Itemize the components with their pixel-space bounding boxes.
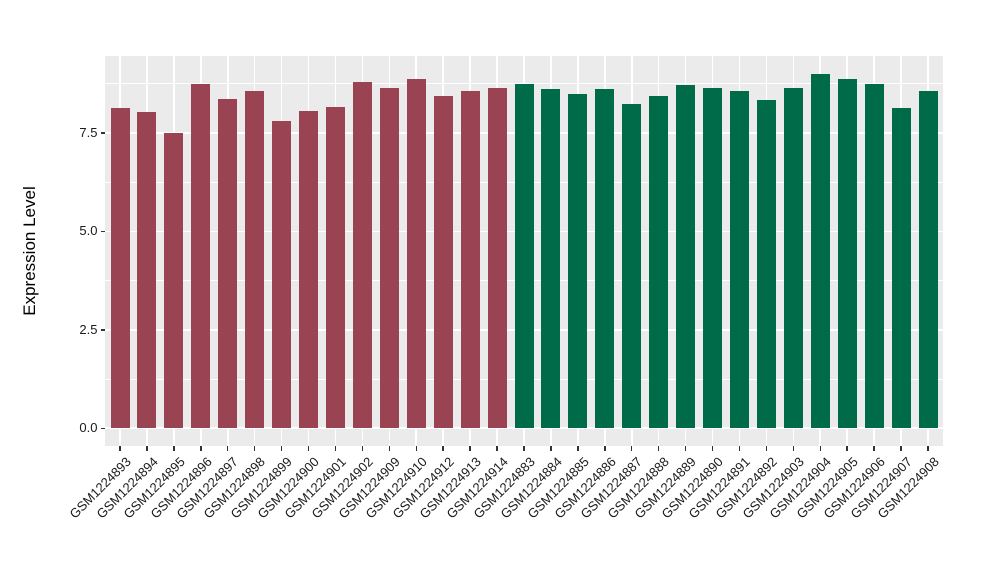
bar-GSM1224901 [325, 107, 345, 429]
bar-GSM1224912 [433, 95, 453, 429]
x-tick-mark [550, 446, 552, 451]
y-axis-title: Expression Level [20, 186, 39, 316]
bar-GSM1224891 [729, 90, 749, 429]
bar-GSM1224903 [783, 87, 803, 429]
bar-GSM1224889 [676, 85, 696, 429]
bar-GSM1224892 [756, 99, 776, 429]
x-tick-mark [253, 446, 256, 451]
bar-GSM1224896 [191, 83, 211, 429]
x-tick-mark [738, 446, 741, 451]
x-tick-mark [819, 446, 822, 451]
x-tick-mark [846, 446, 848, 451]
x-tick-mark [226, 446, 229, 451]
y-tick-mark [100, 132, 105, 134]
x-tick-mark [630, 446, 633, 451]
plot-panel [105, 56, 943, 446]
x-tick-mark [119, 446, 121, 451]
bar-GSM1224906 [864, 83, 884, 429]
y-tick-mark [100, 329, 105, 331]
bar-GSM1224885 [568, 94, 588, 429]
bar-GSM1224907 [891, 108, 911, 429]
x-tick-mark [442, 446, 444, 451]
bar-GSM1224904 [810, 73, 830, 429]
bar-GSM1224902 [352, 82, 372, 429]
bar-GSM1224913 [460, 91, 480, 429]
bar-GSM1224910 [406, 79, 426, 429]
bar-GSM1224897 [218, 99, 238, 429]
x-tick-mark [577, 446, 579, 451]
bar-GSM1224894 [137, 112, 157, 429]
x-tick-mark [146, 446, 148, 451]
x-tick-mark [280, 446, 283, 451]
bar-GSM1224886 [595, 88, 615, 429]
x-tick-mark [657, 446, 660, 451]
x-tick-mark [415, 446, 418, 451]
bar-GSM1224893 [110, 108, 130, 429]
x-tick-mark [927, 446, 929, 451]
x-tick-mark [684, 446, 687, 451]
bar-GSM1224884 [541, 89, 561, 429]
y-tick-label: 5.0 [79, 223, 98, 239]
bar-GSM1224905 [837, 79, 857, 429]
bar-GSM1224895 [164, 133, 184, 429]
bar-GSM1224898 [245, 90, 265, 429]
x-tick-mark [792, 446, 795, 451]
bar-GSM1224888 [649, 96, 669, 429]
y-tick-mark [100, 427, 105, 430]
x-tick-mark [334, 446, 337, 451]
bar-GSM1224908 [918, 91, 938, 429]
x-tick-mark [604, 446, 606, 451]
x-tick-mark [361, 446, 364, 451]
y-tick-label: 0.0 [79, 420, 98, 436]
x-tick-mark [469, 446, 471, 451]
x-tick-mark [765, 446, 768, 451]
bar-GSM1224914 [487, 87, 507, 429]
x-tick-mark [200, 446, 202, 451]
bar-GSM1224890 [703, 87, 723, 429]
x-tick-mark [873, 446, 875, 451]
y-tick-label: 2.5 [79, 321, 98, 337]
bar-GSM1224883 [514, 83, 534, 429]
bar-GSM1224899 [272, 121, 292, 429]
bar-GSM1224909 [379, 87, 399, 429]
bar-GSM1224887 [622, 104, 642, 429]
x-tick-mark [307, 446, 310, 451]
bar-GSM1224900 [299, 110, 319, 429]
x-tick-mark [711, 446, 714, 451]
x-tick-mark [388, 446, 391, 451]
y-tick-label: 7.5 [79, 124, 98, 140]
x-tick-mark [900, 446, 902, 451]
y-tick-mark [100, 230, 105, 233]
x-tick-mark [523, 446, 525, 451]
x-tick-mark [496, 446, 498, 451]
x-tick-mark [173, 446, 175, 451]
